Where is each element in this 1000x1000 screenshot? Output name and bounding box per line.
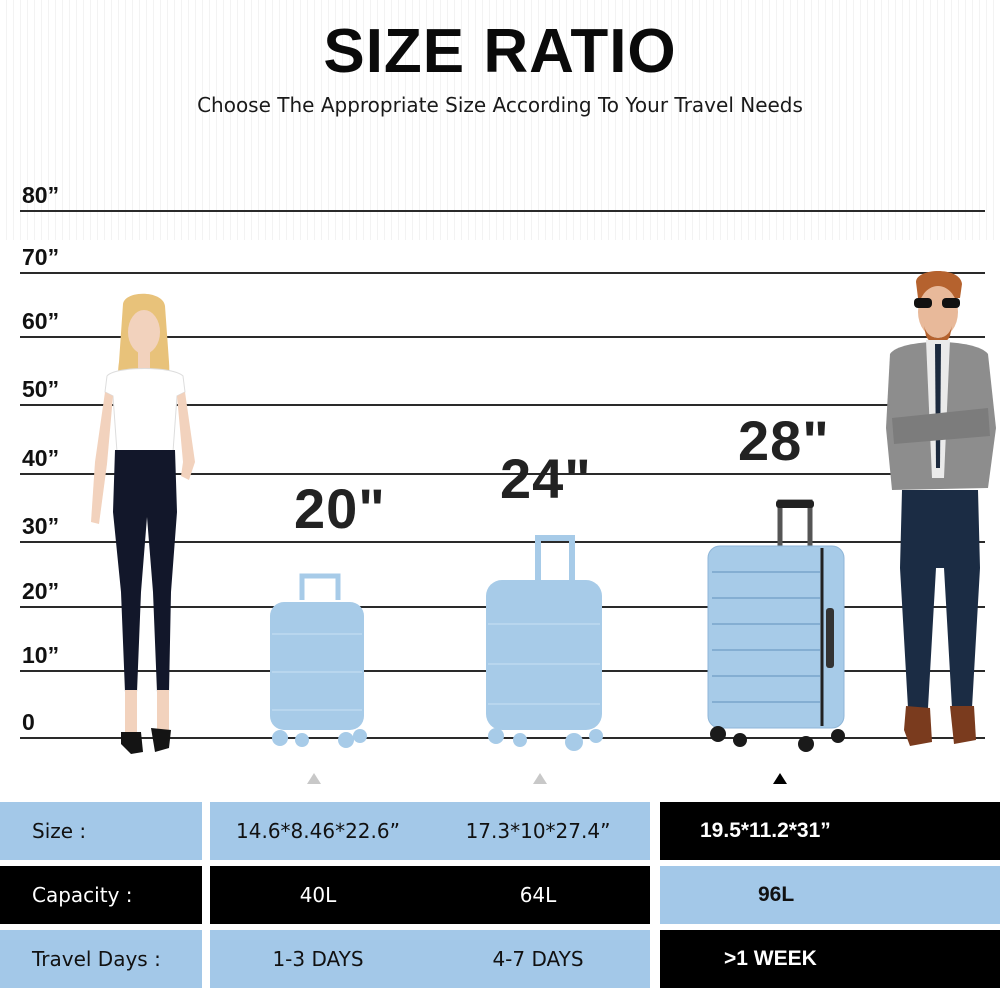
size-value-28: 19.5*11.2*31” (660, 802, 1000, 860)
header-background (0, 0, 1000, 240)
man-figure (886, 271, 996, 746)
size-row-label: Size : (0, 802, 202, 860)
suitcase-28-image (707, 499, 845, 752)
travel-days-value-24: 4-7 DAYS (426, 930, 650, 988)
woman-figure (91, 293, 195, 754)
scale-label-0: 0 (22, 709, 35, 735)
travel-days-row-label: Travel Days : (0, 930, 202, 988)
scale-label-60: 60” (22, 308, 60, 334)
scale-line-50 (20, 404, 985, 406)
scale-label-30: 30” (22, 513, 60, 539)
suitcase-20-image (270, 573, 367, 748)
scale-line-70 (20, 272, 985, 274)
scale-label-50: 50” (22, 376, 60, 402)
page-subtitle: Choose The Appropriate Size According To… (197, 93, 803, 117)
suitcase-24-label: 24" (500, 447, 592, 510)
scale-label-10: 10” (22, 642, 60, 668)
capacity-value-20: 40L (210, 866, 426, 924)
suitcase-28-marker (773, 773, 787, 784)
size-value-20: 14.6*8.46*22.6” (210, 802, 426, 860)
suitcase-28-label: 28" (738, 409, 830, 472)
scale-line-80 (20, 210, 985, 212)
scale-label-40: 40” (22, 445, 60, 471)
scale-line-30 (20, 541, 985, 543)
capacity-value-24: 64L (426, 866, 650, 924)
travel-days-value-28: >1 WEEK (660, 930, 1000, 988)
suitcase-20-marker (307, 773, 321, 784)
suitcase-20-label: 20" (294, 477, 386, 540)
scale-label-70: 70” (22, 244, 60, 270)
scale-label-80: 80” (22, 182, 60, 208)
travel-days-value-20: 1-3 DAYS (210, 930, 426, 988)
scale-line-40 (20, 473, 985, 475)
page-title: SIZE RATIO (323, 17, 677, 86)
suitcase-24-image (486, 535, 603, 751)
scale-line-60 (20, 336, 985, 338)
suitcase-24-marker (533, 773, 547, 784)
capacity-value-28: 96L (660, 866, 1000, 924)
size-value-24: 17.3*10*27.4” (426, 802, 650, 860)
scale-label-20: 20” (22, 578, 60, 604)
capacity-row-label: Capacity : (0, 866, 202, 924)
